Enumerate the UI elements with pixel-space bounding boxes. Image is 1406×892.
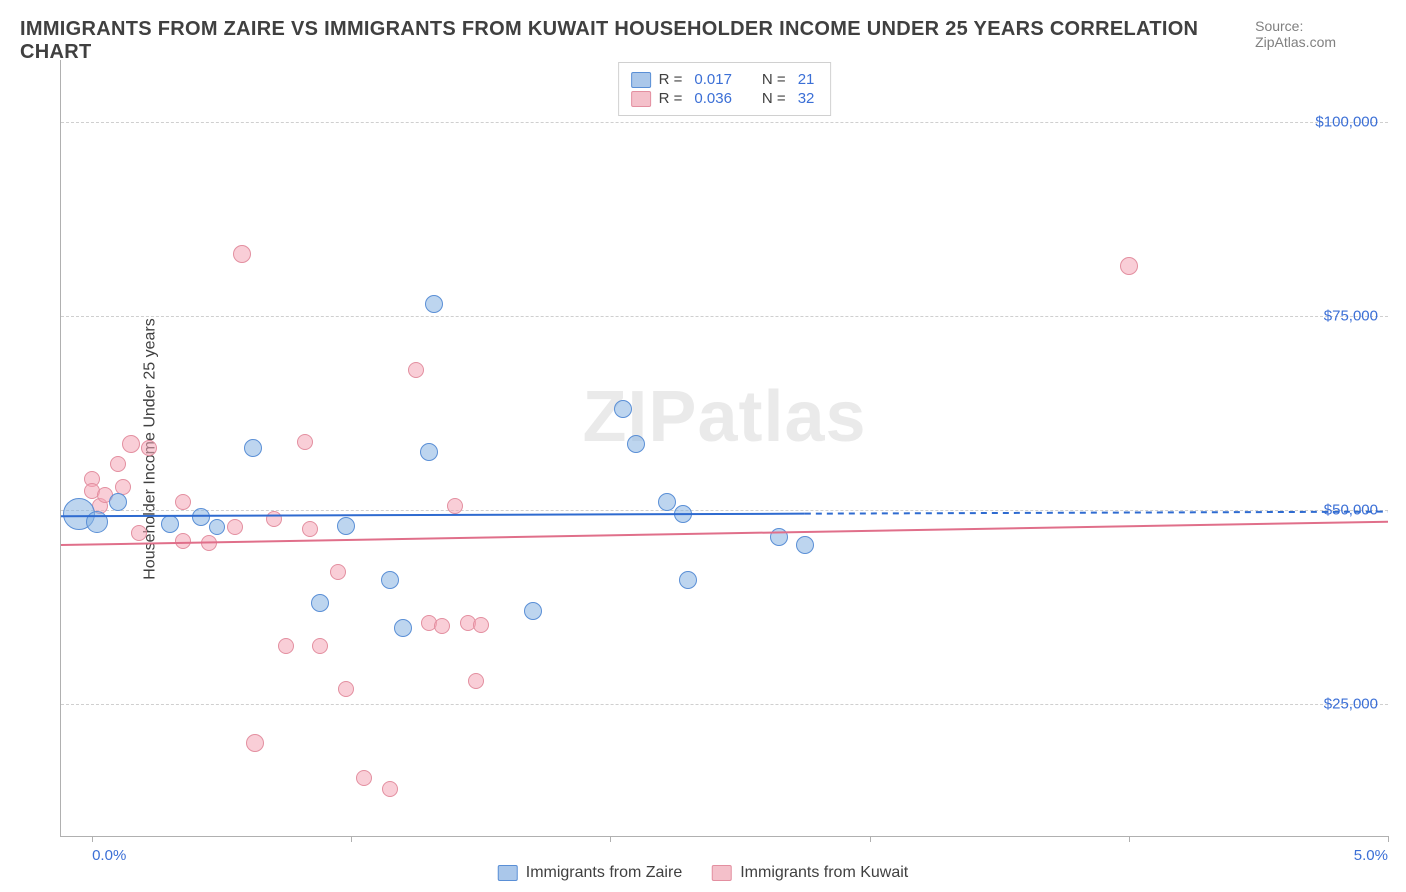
x-tick: [92, 836, 93, 842]
legend-r-label: R =: [659, 71, 683, 88]
x-tick: [610, 836, 611, 842]
x-tick: [1388, 836, 1389, 842]
trend-line: [805, 512, 1388, 514]
legend-r-value: 0.036: [694, 90, 732, 107]
chart-area: Householder Income Under 25 years ZIPatl…: [60, 60, 1388, 837]
legend-swatch-kuwait: [712, 865, 732, 881]
source-label: Source: ZipAtlas.com: [1255, 18, 1386, 50]
legend-bottom-item: Immigrants from Zaire: [498, 864, 682, 882]
trend-line: [61, 514, 805, 517]
x-tick: [1129, 836, 1130, 842]
legend-n-label: N =: [762, 90, 786, 107]
legend-top-row: R = 0.017 N = 21: [631, 71, 819, 88]
page-title: IMMIGRANTS FROM ZAIRE VS IMMIGRANTS FROM…: [20, 18, 1255, 64]
legend-label: Immigrants from Kuwait: [740, 864, 908, 882]
x-tick-label: 0.0%: [92, 847, 126, 864]
legend-swatch-zaire: [498, 865, 518, 881]
legend-r-label: R =: [659, 90, 683, 107]
plot-region: ZIPatlas R = 0.017 N = 21 R = 0.036 N = …: [60, 60, 1388, 837]
legend-n-label: N =: [762, 71, 786, 88]
legend-n-value: 21: [798, 71, 815, 88]
legend-n-value: 32: [798, 90, 815, 107]
plot-svg: [61, 60, 1388, 836]
legend-r-value: 0.017: [694, 71, 732, 88]
x-tick: [351, 836, 352, 842]
trend-line: [61, 522, 1388, 545]
legend-bottom: Immigrants from Zaire Immigrants from Ku…: [498, 864, 909, 882]
legend-top-row: R = 0.036 N = 32: [631, 90, 819, 107]
legend-bottom-item: Immigrants from Kuwait: [712, 864, 908, 882]
x-tick: [870, 836, 871, 842]
legend-swatch-zaire: [631, 72, 651, 88]
legend-label: Immigrants from Zaire: [526, 864, 682, 882]
legend-swatch-kuwait: [631, 91, 651, 107]
legend-top: R = 0.017 N = 21 R = 0.036 N = 32: [618, 62, 832, 116]
x-tick-label: 5.0%: [1354, 847, 1388, 864]
